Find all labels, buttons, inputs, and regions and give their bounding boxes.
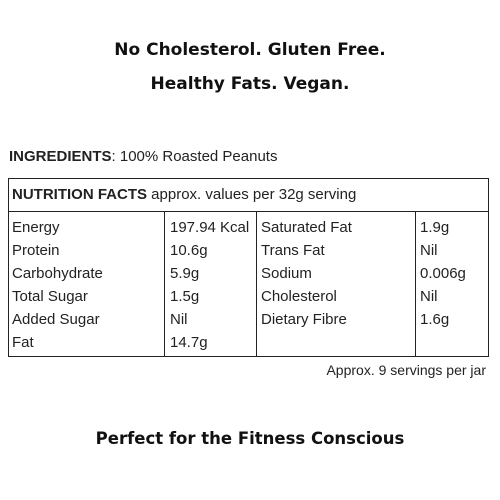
headline-line-1: No Cholesterol. Gluten Free. xyxy=(114,40,386,60)
headline-line-2: Healthy Fats. Vegan. xyxy=(150,74,350,94)
nutrient-value: 1.9g xyxy=(420,219,450,236)
nutrient-value: 10.6g xyxy=(170,242,208,259)
nutrient-name: Sodium xyxy=(261,265,312,282)
nutrient-value: Nil xyxy=(420,242,438,259)
nutrient-name: Dietary Fibre xyxy=(261,311,347,328)
column-divider xyxy=(256,212,257,356)
servings-footnote: Approx. 9 servings per jar xyxy=(326,362,486,378)
nutrient-name: Energy xyxy=(12,219,60,236)
nutrition-facts-title: NUTRITION FACTS xyxy=(12,186,147,203)
nutrient-name: Added Sugar xyxy=(12,311,100,328)
nutrient-name: Total Sugar xyxy=(12,288,88,305)
column-divider xyxy=(164,212,165,356)
nutrient-value: 0.006g xyxy=(420,265,466,282)
nutrient-name: Saturated Fat xyxy=(261,219,352,236)
nutrition-facts-table: NUTRITION FACTS approx. values per 32g s… xyxy=(8,178,489,357)
nutrient-value: 1.5g xyxy=(170,288,200,305)
column-divider xyxy=(415,212,416,356)
nutrient-value: 5.9g xyxy=(170,265,200,282)
nutrient-value: 14.7g xyxy=(170,334,208,351)
nutrition-facts-subtitle: approx. values per 32g serving xyxy=(147,186,357,203)
nutrient-name: Cholesterol xyxy=(261,288,337,305)
nutrient-value: Nil xyxy=(420,288,438,305)
nutrient-name: Trans Fat xyxy=(261,242,325,259)
nutrition-facts-header: NUTRITION FACTS approx. values per 32g s… xyxy=(9,179,488,212)
ingredients-label: INGREDIENTS xyxy=(9,148,112,165)
nutrient-value: Nil xyxy=(170,311,188,328)
nutrient-name: Carbohydrate xyxy=(12,265,103,282)
nutrient-name: Protein xyxy=(12,242,60,259)
nutrient-value: 1.6g xyxy=(420,311,450,328)
tagline: Perfect for the Fitness Conscious xyxy=(95,429,405,448)
ingredients-value: : 100% Roasted Peanuts xyxy=(111,148,278,165)
ingredients-line: INGREDIENTS: 100% Roasted Peanuts xyxy=(9,148,277,165)
nutrient-name: Fat xyxy=(12,334,34,351)
nutrient-value: 197.94 Kcal xyxy=(170,219,250,236)
